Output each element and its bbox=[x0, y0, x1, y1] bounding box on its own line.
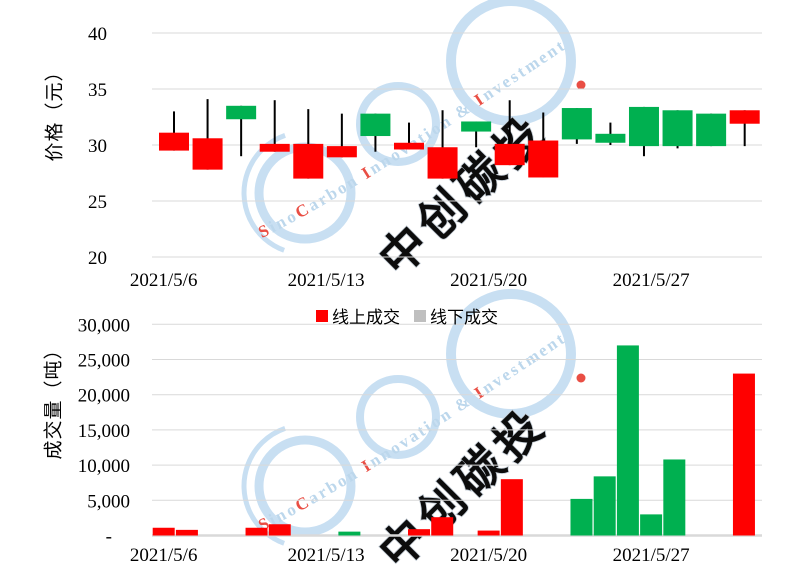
volume-y-tick-label: 20,000 bbox=[78, 386, 130, 407]
price-x-tick-label: 2021/5/27 bbox=[613, 270, 690, 291]
volume-y-tick-label: 30,000 bbox=[78, 315, 130, 336]
price-y-tick-label: 20 bbox=[88, 248, 107, 269]
candle-body bbox=[427, 147, 458, 179]
volume-y-tick-label: 5,000 bbox=[87, 491, 130, 512]
price-y-tick-label: 30 bbox=[88, 136, 107, 157]
candle-body bbox=[595, 133, 626, 143]
candle-body bbox=[360, 113, 391, 137]
volume-x-tick-label: 2021/5/6 bbox=[130, 545, 198, 566]
candle-body bbox=[393, 142, 424, 150]
candle-body bbox=[561, 108, 592, 140]
volume-x-tick-label: 2021/5/27 bbox=[613, 545, 690, 566]
volume-y-axis-title: 成交量（吨） bbox=[43, 339, 65, 460]
volume-bar bbox=[570, 498, 593, 536]
candle-body bbox=[628, 106, 659, 147]
volume-bar bbox=[477, 530, 500, 536]
price-x-tick-label: 2021/5/20 bbox=[450, 270, 527, 291]
volume-bar bbox=[431, 517, 454, 536]
volume-y-tick-label: 15,000 bbox=[78, 421, 130, 442]
legend-item-offline: 线下成交 bbox=[414, 303, 498, 328]
volume-bar bbox=[408, 529, 431, 536]
candle-body bbox=[293, 143, 324, 179]
offline-legend-swatch bbox=[414, 309, 426, 322]
volume-bar bbox=[175, 529, 198, 536]
volume-bar bbox=[640, 514, 663, 536]
price-y-axis-title: 价格（元） bbox=[44, 61, 66, 162]
candle-body bbox=[696, 113, 727, 147]
candle-body bbox=[528, 140, 559, 178]
candle-body bbox=[159, 132, 189, 151]
online-legend-swatch bbox=[316, 309, 328, 322]
price-y-tick-label: 25 bbox=[88, 192, 107, 213]
online-legend-label: 线上成交 bbox=[332, 308, 400, 327]
price-x-tick-label: 2021/5/6 bbox=[130, 270, 198, 291]
volume-bar bbox=[593, 476, 616, 536]
volume-bar bbox=[616, 345, 639, 536]
candle-body bbox=[729, 110, 760, 124]
volume-bar bbox=[152, 527, 175, 536]
volume-legend: 线上成交 线下成交 bbox=[316, 303, 498, 328]
volume-bar bbox=[732, 373, 755, 536]
volume-y-tick-label: - bbox=[106, 527, 112, 548]
volume-y-tick-label: 10,000 bbox=[78, 456, 130, 477]
candle-body bbox=[226, 105, 257, 120]
volume-x-tick-label: 2021/5/20 bbox=[450, 545, 527, 566]
volume-x-tick-label: 2021/5/13 bbox=[288, 545, 365, 566]
price-y-tick-label: 40 bbox=[88, 24, 107, 45]
candle-body bbox=[662, 110, 693, 147]
candle-body bbox=[494, 143, 525, 166]
candle-body bbox=[461, 121, 492, 132]
offline-legend-label: 线下成交 bbox=[430, 308, 498, 327]
price-y-tick-label: 35 bbox=[88, 80, 107, 101]
candle-body bbox=[192, 138, 223, 170]
candle-body bbox=[326, 146, 357, 158]
volume-bar bbox=[245, 527, 268, 536]
volume-bar bbox=[500, 479, 523, 536]
volume-bar bbox=[338, 531, 361, 536]
candle-body bbox=[259, 143, 290, 152]
price-x-tick-label: 2021/5/13 bbox=[288, 270, 365, 291]
legend-item-online: 线上成交 bbox=[316, 303, 400, 328]
volume-bar bbox=[663, 459, 686, 536]
volume-y-tick-label: 25,000 bbox=[78, 351, 130, 372]
volume-bar bbox=[268, 524, 291, 536]
